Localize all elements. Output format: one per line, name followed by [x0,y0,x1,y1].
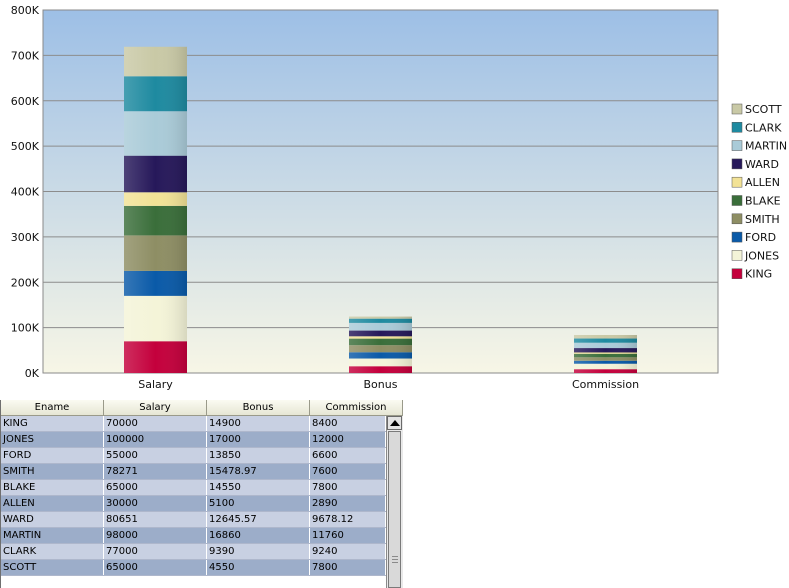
table-cell[interactable]: 13850 [207,448,310,463]
table-cell[interactable]: SMITH [1,464,104,479]
table-row[interactable]: BLAKE 65000 14550 7800 [1,480,386,496]
table-row[interactable]: SMITH 78271 15478.97 7600 [1,464,386,480]
table-header: Ename Salary Bonus Commission [1,400,403,416]
table-cell[interactable]: 80651 [104,512,207,527]
table-cell[interactable]: 15478.97 [207,464,310,479]
table-row[interactable]: KING 70000 14900 8400 [1,416,386,432]
x-tick-label: Bonus [364,378,398,391]
table-row[interactable]: JONES 100000 17000 12000 [1,432,386,448]
legend-label-clark: CLARK [745,121,782,134]
table-cell[interactable]: 9390 [207,544,310,559]
y-tick-label: 400K [11,186,40,199]
table-cell[interactable]: 6600 [310,448,386,463]
column-header-salary[interactable]: Salary [104,400,207,415]
table-row[interactable]: SCOTT 65000 4550 7800 [1,560,386,576]
table-row[interactable]: MARTIN 98000 16860 11760 [1,528,386,544]
table-cell[interactable]: WARD [1,512,104,527]
bar-shading [124,46,187,373]
legend-swatch-ford [731,231,743,243]
table-cell[interactable]: BLAKE [1,480,104,495]
table-cell[interactable]: 7800 [310,560,386,575]
table-row[interactable]: WARD 80651 12645.57 9678.12 [1,512,386,528]
bar-shading [574,334,637,373]
legend-label-scott: SCOTT [745,103,782,116]
x-tick-label: Salary [138,378,173,391]
table-cell[interactable]: SCOTT [1,560,104,575]
table-cell[interactable]: 14550 [207,480,310,495]
legend-swatch-jones [731,250,743,261]
column-header-bonus[interactable]: Bonus [207,400,310,415]
table-cell[interactable]: 70000 [104,416,207,431]
table-cell[interactable]: 16860 [207,528,310,543]
legend-label-martin: MARTIN [745,140,787,153]
legend-swatch-scott [731,103,743,115]
table-cell[interactable]: 65000 [104,560,207,575]
legend-swatch-martin [731,140,743,151]
legend-swatch-allen [731,176,743,188]
table-cell[interactable]: 17000 [207,432,310,447]
table-cell[interactable]: 55000 [104,448,207,463]
y-tick-label: 200K [11,276,40,289]
table-cell[interactable]: JONES [1,432,104,447]
table-cell[interactable]: CLARK [1,544,104,559]
stacked-bar-chart: 0K 100K 200K 300K 400K 500K 600K 700K 800K Salar… [11,4,787,391]
bar-shading [349,316,412,373]
table-row[interactable]: FORD 55000 13850 6600 [1,448,386,464]
legend-swatch-ward [731,158,743,170]
vertical-scrollbar[interactable] [386,416,403,588]
table-cell[interactable]: KING [1,416,104,431]
table-cell[interactable]: 4550 [207,560,310,575]
y-tick-label: 700K [11,49,40,62]
table-cell[interactable]: ALLEN [1,496,104,511]
table-cell[interactable]: 8400 [310,416,386,431]
table-cell[interactable]: 9240 [310,544,386,559]
legend-swatch-clark [731,122,743,133]
table-cell[interactable]: 78271 [104,464,207,479]
legend-label-allen: ALLEN [745,176,780,189]
legend-label-smith: SMITH [745,213,780,226]
table-cell[interactable]: MARTIN [1,528,104,543]
table-cell[interactable]: 11760 [310,528,386,543]
table-cell[interactable]: 12645.57 [207,512,310,527]
data-table: Ename Salary Bonus Commission KING 70000 1… [0,400,403,588]
y-tick-label: 0K [25,367,40,380]
table-body: KING 70000 14900 8400 JONES 100000 17000 12000 F… [1,416,386,576]
y-tick-label: 300K [11,231,40,244]
scroll-thumb[interactable] [388,431,401,588]
table-cell[interactable]: 7600 [310,464,386,479]
table-cell[interactable]: 7800 [310,480,386,495]
scroll-up-button[interactable] [387,416,402,430]
legend-label-king: KING [745,268,772,281]
y-tick-label: 100K [11,322,40,335]
column-header-commission[interactable]: Commission [310,400,403,415]
legend-label-ford: FORD [745,231,776,244]
y-tick-label: 800K [11,4,40,17]
table-cell[interactable]: 14900 [207,416,310,431]
table-cell[interactable]: 12000 [310,432,386,447]
table-cell[interactable]: 77000 [104,544,207,559]
legend-label-blake: BLAKE [745,195,781,208]
table-cell[interactable]: 5100 [207,496,310,511]
column-header-ename[interactable]: Ename [1,400,104,415]
table-cell[interactable]: 65000 [104,480,207,495]
table-cell[interactable]: 2890 [310,496,386,511]
legend-label-ward: WARD [745,158,779,171]
y-tick-label: 500K [11,140,40,153]
table-cell[interactable]: 30000 [104,496,207,511]
legend-swatch-blake [731,195,743,206]
table-cell[interactable]: 100000 [104,432,207,447]
table-cell[interactable]: 98000 [104,528,207,543]
table-row[interactable]: ALLEN 30000 5100 2890 [1,496,386,512]
table-row[interactable]: CLARK 77000 9390 9240 [1,544,386,560]
arrow-up-icon [390,420,400,426]
legend-label-jones: JONES [744,249,779,262]
x-tick-label: Commission [572,378,639,391]
y-tick-label: 600K [11,95,40,108]
table-cell[interactable]: FORD [1,448,104,463]
table-cell[interactable]: 9678.12 [310,512,386,527]
legend-swatch-king [731,268,743,279]
legend-swatch-smith [731,213,743,225]
